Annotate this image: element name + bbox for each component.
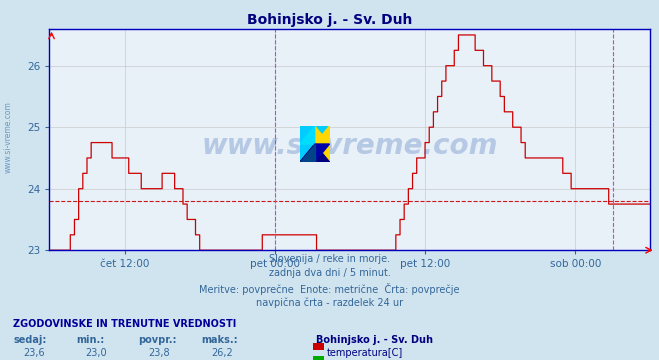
Text: povpr.:: povpr.:	[138, 335, 177, 345]
Text: ZGODOVINSKE IN TRENUTNE VREDNOSTI: ZGODOVINSKE IN TRENUTNE VREDNOSTI	[13, 319, 237, 329]
Polygon shape	[315, 126, 330, 144]
Text: navpična črta - razdelek 24 ur: navpična črta - razdelek 24 ur	[256, 297, 403, 307]
Text: maks.:: maks.:	[201, 335, 238, 345]
Polygon shape	[300, 126, 315, 144]
Text: 23,6: 23,6	[23, 348, 45, 359]
Text: sedaj:: sedaj:	[13, 335, 47, 345]
Text: Bohinjsko j. - Sv. Duh: Bohinjsko j. - Sv. Duh	[316, 335, 434, 345]
Polygon shape	[315, 126, 330, 162]
Polygon shape	[315, 144, 330, 162]
Polygon shape	[300, 126, 330, 144]
Text: www.si-vreme.com: www.si-vreme.com	[3, 101, 13, 173]
Polygon shape	[300, 144, 315, 162]
Text: 23,0: 23,0	[86, 348, 107, 359]
Text: temperatura[C]: temperatura[C]	[327, 348, 403, 359]
Text: Meritve: povprečne  Enote: metrične  Črta: povprečje: Meritve: povprečne Enote: metrične Črta:…	[199, 283, 460, 294]
Text: 23,8: 23,8	[148, 348, 170, 359]
Text: www.si-vreme.com: www.si-vreme.com	[202, 132, 498, 160]
Text: Slovenija / reke in morje.: Slovenija / reke in morje.	[269, 254, 390, 264]
Text: min.:: min.:	[76, 335, 104, 345]
Text: Bohinjsko j. - Sv. Duh: Bohinjsko j. - Sv. Duh	[247, 13, 412, 27]
Text: 26,2: 26,2	[211, 348, 233, 359]
Polygon shape	[300, 126, 315, 162]
Polygon shape	[300, 144, 330, 162]
Text: zadnja dva dni / 5 minut.: zadnja dva dni / 5 minut.	[269, 268, 390, 278]
